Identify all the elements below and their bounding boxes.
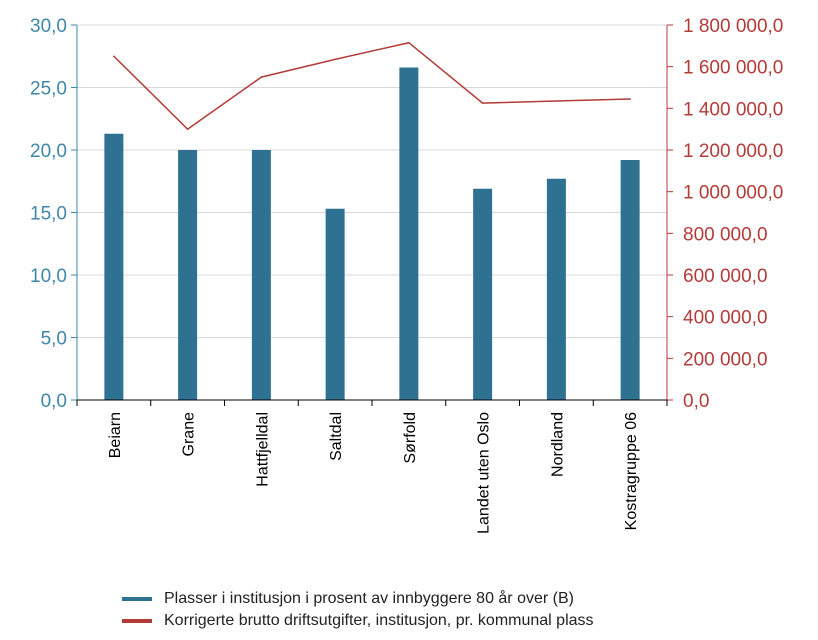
- legend-label-bar: Plasser i institusjon i prosent av innby…: [164, 590, 574, 607]
- legend-swatch-bar: [122, 597, 152, 601]
- line-point-0: [113, 55, 115, 58]
- x-tick-label: Hattfjelldal: [254, 412, 271, 487]
- bar-series: [104, 67, 640, 400]
- right-tick-label: 1 600 000,0: [683, 58, 783, 79]
- left-axis-ticks: 0,0 5,0 10,0 15,0 20,0 25,0 30,0: [30, 16, 77, 412]
- right-tick-label: 1 400 000,0: [683, 99, 783, 120]
- bar-5: [473, 188, 493, 400]
- line-point-7: [629, 98, 631, 100]
- x-axis-ticks: Beiarn Grane Hattfjelldal Saltdal Sørfold Lan…: [76, 400, 668, 534]
- bar-3: [325, 208, 345, 400]
- line-path: [113, 41, 631, 131]
- right-tick-label: 1 800 000,0: [683, 16, 783, 37]
- line-point-6: [555, 100, 558, 102]
- bar-7: [620, 160, 640, 400]
- bar-0: [104, 133, 124, 400]
- right-tick-label: 1 000 000,0: [683, 183, 783, 204]
- left-tick-label: 10,0: [30, 266, 67, 287]
- legend-label-line: Korrigerte brutto driftsutgifter, instit…: [164, 612, 594, 629]
- left-tick-label: 0,0: [41, 391, 67, 412]
- gridlines: [77, 24, 667, 338]
- x-tick-label: Landet uten Oslo: [476, 412, 493, 534]
- x-tick-label: Grane: [181, 412, 198, 457]
- legend: Plasser i institusjon i prosent av innby…: [122, 588, 594, 632]
- x-tick-label: Kostragruppe 06: [623, 412, 640, 530]
- line-point-1: [186, 128, 189, 130]
- bar-2: [251, 150, 271, 400]
- right-tick-label: 1 200 000,0: [683, 141, 783, 162]
- x-tick-label: Saltdal: [328, 412, 345, 461]
- left-tick-label: 25,0: [30, 79, 67, 100]
- legend-item-line: Korrigerte brutto driftsutgifter, instit…: [122, 610, 594, 632]
- right-tick-label: 200 000,0: [683, 349, 768, 370]
- legend-swatch-line: [122, 619, 152, 623]
- right-tick-label: 400 000,0: [683, 308, 768, 329]
- bar-1: [178, 150, 198, 400]
- x-tick-label: Nordland: [549, 412, 566, 477]
- line-point-4: [408, 41, 410, 44]
- left-tick-label: 20,0: [30, 141, 67, 162]
- x-tick-label: Sørfold: [402, 412, 419, 464]
- line-point-5: [481, 102, 484, 104]
- left-tick-label: 5,0: [41, 329, 67, 350]
- legend-item-bar: Plasser i institusjon i prosent av innby…: [122, 588, 594, 610]
- left-tick-label: 30,0: [30, 16, 67, 37]
- right-axis-ticks: 0,0 200 000,0 400 000,0 600 000,0 800 000,0 1…: [667, 16, 783, 412]
- right-tick-label: 600 000,0: [683, 266, 768, 287]
- bar-4: [399, 67, 419, 400]
- bar-6: [546, 178, 566, 400]
- line-point-2: [260, 76, 263, 78]
- line-point-3: [334, 58, 336, 61]
- left-tick-label: 15,0: [30, 204, 67, 225]
- right-tick-label: 0,0: [683, 391, 709, 412]
- x-tick-label: Beiarn: [107, 412, 124, 458]
- line-series: [113, 41, 631, 131]
- right-tick-label: 800 000,0: [683, 224, 768, 245]
